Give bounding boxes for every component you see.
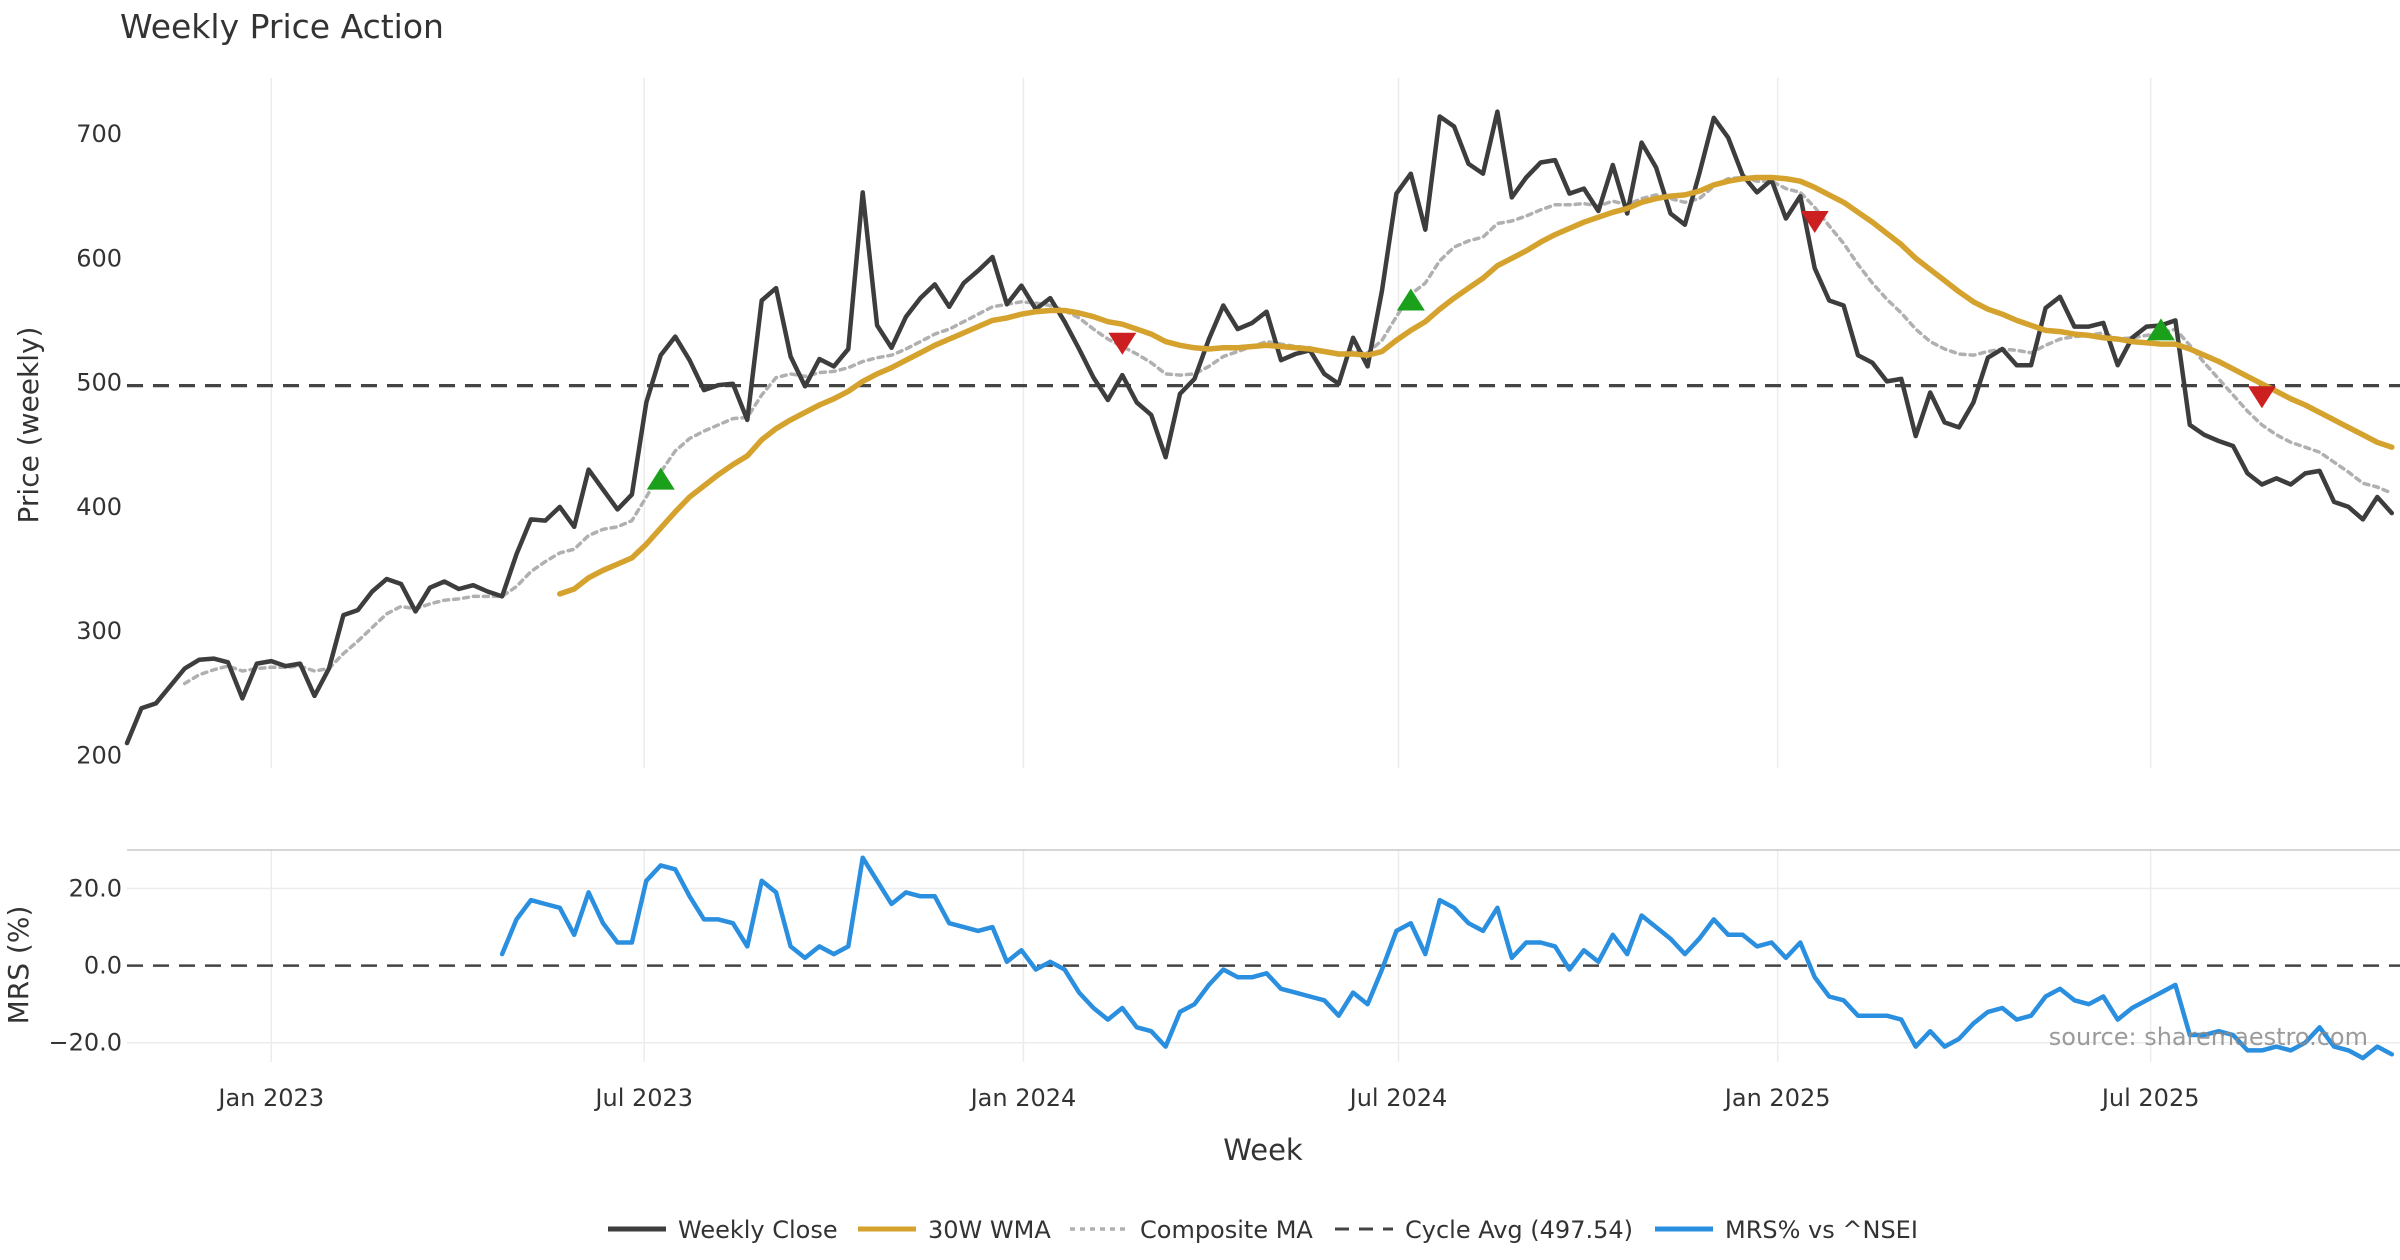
legend-label: 30W WMA <box>928 1216 1051 1244</box>
price-y-tick-label: 200 <box>76 742 122 770</box>
mrs-y-tick-label: −20.0 <box>48 1029 122 1057</box>
x-tick-label: Jan 2023 <box>216 1084 324 1112</box>
x-tick-label: Jan 2024 <box>969 1084 1077 1112</box>
legend-label: Composite MA <box>1140 1216 1313 1244</box>
mrs-y-tick-label: 0.0 <box>84 952 122 980</box>
x-axis: Jan 2023 Jul 2023 Jan 2024 Jul 2024 Jan 2025… <box>216 1084 2199 1112</box>
mrs-panel: 20.0 0.0 −20.0 <box>48 849 2400 1062</box>
sell-signal-marker <box>2247 386 2276 409</box>
x-tick-label: Jul 2024 <box>1348 1084 1448 1112</box>
buy-signal-marker <box>1396 288 1425 311</box>
x-tick-label: Jan 2025 <box>1723 1084 1831 1112</box>
x-tick-label: Jul 2023 <box>593 1084 693 1112</box>
buy-signal-marker <box>2146 318 2175 341</box>
price-y-tick-label: 700 <box>76 120 122 148</box>
price-y-tick-label: 600 <box>76 244 122 272</box>
x-axis-label: Week <box>1223 1133 1303 1167</box>
legend-label: Weekly Close <box>678 1216 838 1244</box>
x-tick-label: Jul 2025 <box>2100 1084 2200 1112</box>
weekly-close-line <box>124 109 2395 746</box>
mrs-y-axis-label: MRS (%) <box>2 906 35 1025</box>
price-y-tick-label: 300 <box>76 617 122 645</box>
price-y-tick-label: 400 <box>76 493 122 521</box>
sell-signal-marker <box>1108 332 1137 355</box>
source-watermark: source: sharemaestro.com <box>2049 1023 2368 1051</box>
price-y-axis-label: Price (weekly) <box>12 327 45 524</box>
buy-signal-marker <box>646 467 675 490</box>
price-panel: 200 300 400 500 600 700 <box>76 78 2400 770</box>
legend-label: Cycle Avg (497.54) <box>1405 1216 1633 1244</box>
mrs-y-tick-label: 20.0 <box>69 875 122 903</box>
price-y-tick-label: 500 <box>76 369 122 397</box>
sell-signal-marker <box>1800 210 1829 233</box>
chart-title: Weekly Price Action <box>120 7 444 46</box>
legend-label: MRS% vs ^NSEI <box>1725 1216 1918 1244</box>
mrs-line <box>499 855 2395 1061</box>
wma-30w-line <box>557 174 2395 597</box>
legend: Weekly Close 30W WMA Composite MA Cycle Avg… <box>608 1216 1918 1244</box>
